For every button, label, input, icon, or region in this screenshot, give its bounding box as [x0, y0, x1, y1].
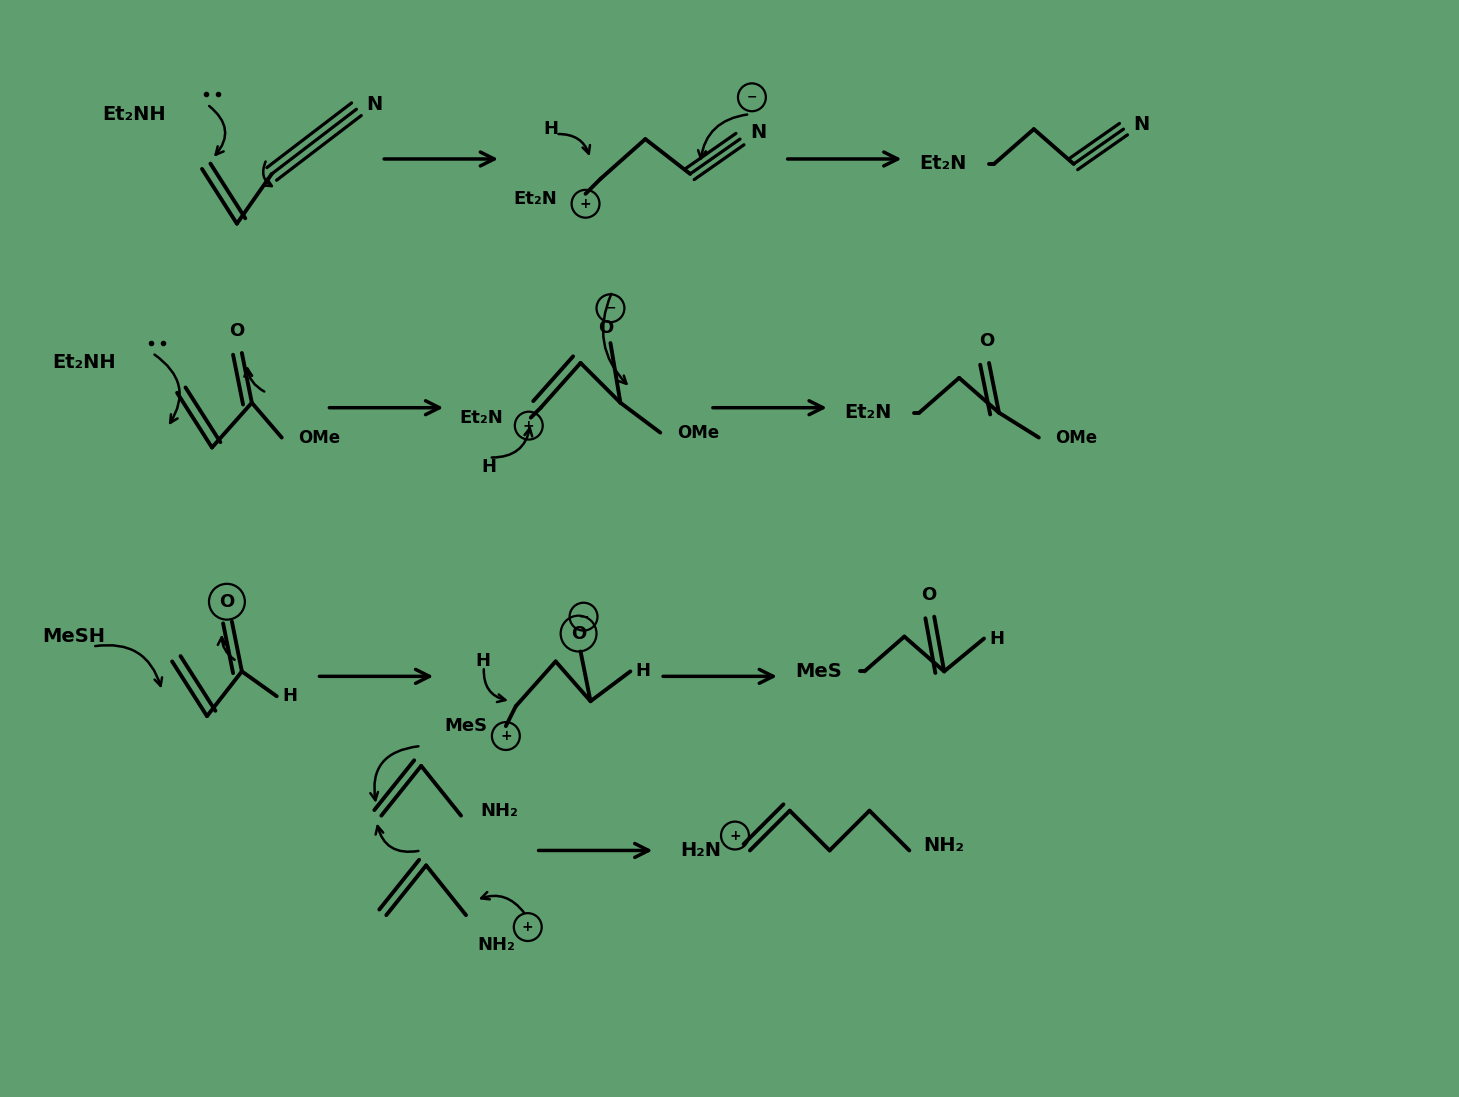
- Text: Et₂N: Et₂N: [514, 190, 557, 207]
- Text: MeS: MeS: [445, 717, 487, 735]
- Text: MeSH: MeSH: [42, 627, 105, 646]
- Text: +: +: [522, 920, 534, 934]
- Text: O: O: [229, 323, 245, 340]
- Text: +: +: [500, 730, 512, 743]
- Text: H: H: [636, 663, 651, 680]
- Text: O: O: [979, 332, 995, 350]
- Text: OMe: OMe: [1056, 429, 1097, 446]
- Text: Et₂N: Et₂N: [845, 404, 891, 422]
- Text: H: H: [989, 630, 1004, 647]
- Text: N: N: [750, 123, 766, 142]
- Text: +: +: [522, 419, 534, 432]
- Text: MeS: MeS: [795, 661, 842, 681]
- Text: O: O: [598, 319, 613, 337]
- Text: H: H: [543, 121, 559, 138]
- Text: Et₂NH: Et₂NH: [53, 353, 117, 373]
- Text: H: H: [282, 687, 298, 705]
- Text: Et₂N: Et₂N: [919, 155, 967, 173]
- Text: Et₂N: Et₂N: [460, 409, 503, 427]
- Text: N: N: [1134, 115, 1150, 134]
- Text: Et₂NH: Et₂NH: [102, 104, 166, 124]
- Text: H₂N: H₂N: [680, 841, 721, 860]
- Text: NH₂: NH₂: [480, 802, 518, 819]
- Text: N: N: [366, 94, 382, 114]
- Text: −: −: [747, 91, 757, 104]
- Text: H: H: [481, 459, 496, 476]
- Text: OMe: OMe: [677, 423, 719, 442]
- Text: OMe: OMe: [299, 429, 340, 446]
- Text: O: O: [219, 592, 235, 611]
- Text: −: −: [578, 610, 589, 623]
- Text: −: −: [605, 302, 616, 315]
- Text: +: +: [579, 196, 591, 211]
- Text: O: O: [922, 586, 937, 603]
- Text: +: +: [730, 828, 741, 842]
- Text: H: H: [476, 653, 490, 670]
- Text: NH₂: NH₂: [477, 936, 515, 954]
- Text: NH₂: NH₂: [924, 836, 964, 855]
- Text: O: O: [570, 624, 587, 643]
